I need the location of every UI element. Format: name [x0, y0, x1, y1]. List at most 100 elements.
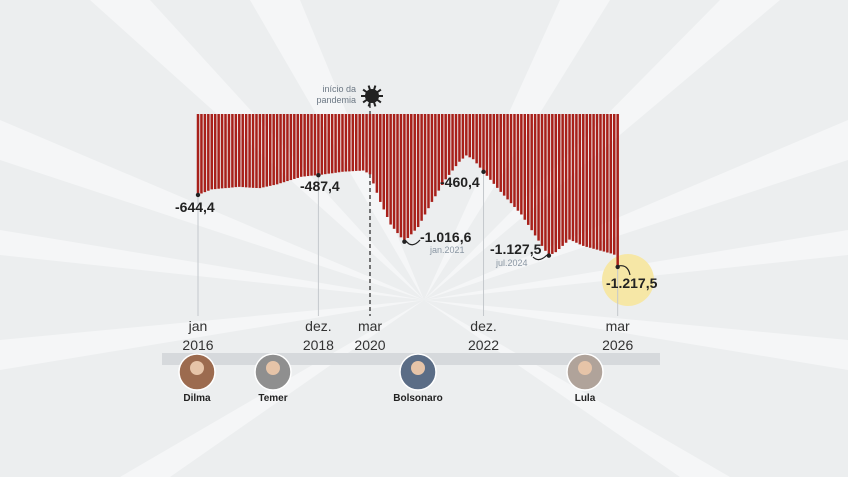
bar: [258, 114, 262, 189]
bar: [392, 114, 396, 229]
bar: [217, 114, 220, 189]
arrow: [405, 239, 421, 246]
bar: [471, 114, 475, 160]
bar: [334, 114, 337, 173]
bar: [196, 114, 200, 195]
bar: [413, 114, 416, 231]
president-face: [411, 361, 425, 375]
bar: [465, 114, 468, 156]
bar: [200, 114, 203, 194]
arrow: [617, 265, 631, 276]
bar: [327, 114, 330, 174]
bar: [317, 114, 320, 176]
bar: [324, 114, 327, 175]
bar: [303, 114, 306, 177]
president-face: [190, 361, 204, 375]
bar: [557, 114, 561, 250]
value-label: -1.217,5: [606, 275, 658, 291]
bar: [244, 114, 248, 188]
bar: [210, 114, 214, 190]
value-label: -1.127,5: [490, 241, 542, 257]
bar: [368, 114, 372, 175]
president-face: [578, 361, 592, 375]
bar: [282, 114, 286, 183]
value-dot: [402, 239, 407, 244]
bar: [379, 114, 382, 202]
bar: [526, 114, 530, 225]
bar: [406, 114, 410, 238]
bar: [289, 114, 293, 181]
bar: [313, 114, 317, 176]
bar: [516, 114, 520, 211]
bar: [262, 114, 265, 188]
value-dot: [195, 192, 201, 198]
bar: [423, 114, 427, 215]
bar: [485, 114, 489, 176]
bar: [530, 114, 533, 231]
bar: [220, 114, 224, 189]
bar: [227, 114, 231, 188]
bar: [299, 114, 303, 177]
bar: [451, 114, 454, 171]
value-label: -460,4: [440, 174, 480, 190]
value-dot: [316, 173, 321, 178]
president-name: Bolsonaro: [393, 393, 443, 404]
bar: [602, 114, 606, 252]
bar: [513, 114, 516, 207]
bar: [238, 114, 241, 187]
bar: [540, 114, 544, 246]
bar: [561, 114, 564, 246]
bar: [365, 114, 368, 173]
sub-label: jul.2024: [496, 258, 528, 268]
bar: [427, 114, 430, 209]
bar: [241, 114, 244, 188]
sub-label: jan.2021: [430, 245, 465, 255]
bar: [420, 114, 423, 221]
bar: [330, 114, 334, 174]
bar: [612, 114, 616, 255]
bar: [502, 114, 506, 196]
pandemic-note: início da pandemia: [316, 84, 356, 105]
bar: [599, 114, 602, 251]
bar: [430, 114, 434, 202]
bar: [272, 114, 275, 186]
value-label: -644,4: [175, 199, 215, 215]
bar: [320, 114, 324, 175]
bar: [506, 114, 509, 200]
bar: [396, 114, 399, 234]
bar: [337, 114, 341, 173]
bar: [399, 114, 403, 238]
bar: [296, 114, 300, 178]
bar: [310, 114, 313, 176]
x-tick-label: dez. 2018: [302, 318, 334, 353]
bar: [496, 114, 499, 188]
bar: [606, 114, 609, 253]
bar: [385, 114, 389, 217]
bar: [454, 114, 458, 167]
bar: [492, 114, 496, 184]
bar: [588, 114, 592, 248]
bar: [592, 114, 595, 249]
bar: [478, 114, 482, 168]
bar: [286, 114, 289, 182]
bar: [544, 114, 547, 251]
bar: [389, 114, 392, 225]
bar: [265, 114, 269, 187]
bar: [268, 114, 272, 186]
bar: [348, 114, 351, 172]
bar: [461, 114, 465, 159]
bar: [354, 114, 358, 171]
bar: [255, 114, 258, 188]
bar: [248, 114, 251, 188]
bar: [207, 114, 210, 191]
bar: [468, 114, 472, 158]
bar: [475, 114, 478, 164]
bar: [509, 114, 513, 204]
bar: [231, 114, 234, 188]
bar: [554, 114, 558, 253]
bar: [520, 114, 523, 215]
bar: [499, 114, 502, 192]
bar: [482, 114, 485, 172]
president-name: Lula: [574, 393, 596, 404]
